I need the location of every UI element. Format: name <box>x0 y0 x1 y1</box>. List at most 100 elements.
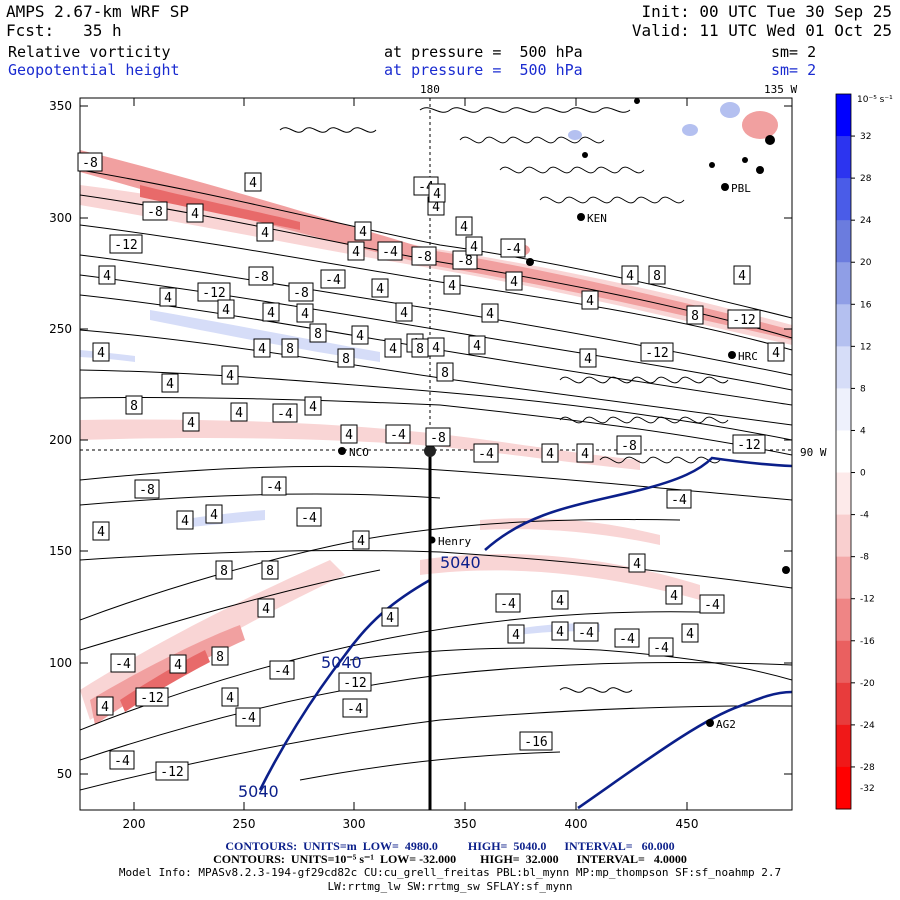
svg-text:-4: -4 <box>115 657 131 672</box>
colorbar-tick-label: 20 <box>860 258 872 268</box>
vorticity-label: 4 <box>244 172 262 192</box>
vorticity-label: 8 <box>411 338 429 358</box>
lon-180-label: 180 <box>420 83 440 96</box>
svg-text:4: 4 <box>166 377 174 392</box>
vorticity-label: -4 <box>377 241 403 261</box>
vorticity-label: -4 <box>272 403 298 423</box>
vorticity-label: 8 <box>648 265 666 285</box>
vorticity-label: 4 <box>505 271 523 291</box>
svg-text:4: 4 <box>546 447 554 462</box>
vorticity-label: 4 <box>182 412 200 432</box>
svg-text:-12: -12 <box>343 676 366 691</box>
colorbar-segment <box>836 472 851 516</box>
svg-text:-8: -8 <box>457 254 473 269</box>
vorticity-label: 4 <box>92 342 110 362</box>
vorticity-label: 4 <box>221 365 239 385</box>
vorticity-label: 8 <box>215 560 233 580</box>
svg-text:4: 4 <box>772 346 780 361</box>
vorticity-label: 4 <box>628 553 646 573</box>
colorbar: 32 28 24 20 16 12 8 4 0 -4 -8 -12 -16 -20 -24 -28 -32 <box>835 93 875 810</box>
vorticity-label: -8 <box>288 282 314 302</box>
colorbar-tick-label: 8 <box>860 384 866 394</box>
svg-text:4: 4 <box>448 279 456 294</box>
vorticity-label: -4 <box>261 476 287 496</box>
vorticity-label: -4 <box>385 424 411 444</box>
vorticity-label: -8 <box>77 152 103 172</box>
svg-text:4: 4 <box>376 282 384 297</box>
colorbar-segment <box>836 556 851 600</box>
vorticity-label: -8 <box>425 427 451 447</box>
vorticity-label: 4 <box>253 338 271 358</box>
svg-text:-4: -4 <box>653 641 669 656</box>
colorbar-segment <box>836 682 851 726</box>
vorticity-label: -4 <box>573 622 599 642</box>
colorbar-segment <box>836 430 851 474</box>
station-henry-label: Henry <box>438 535 471 548</box>
svg-text:-8: -8 <box>147 205 163 220</box>
vorticity-label: -8 <box>411 246 437 266</box>
vorticity-label: -12 <box>640 342 674 362</box>
y-tick-label: 350 <box>49 99 72 113</box>
svg-text:4: 4 <box>352 245 360 260</box>
x-tick-label: 200 <box>123 817 146 831</box>
vorticity-label: -8 <box>134 479 160 499</box>
svg-text:4: 4 <box>103 269 111 284</box>
svg-text:-12: -12 <box>737 438 760 453</box>
svg-text:8: 8 <box>342 352 350 367</box>
vorticity-label: 4 <box>428 183 446 203</box>
vorticity-label: 4 <box>351 325 369 345</box>
colorbar-tick-label: 24 <box>860 216 872 226</box>
svg-text:4: 4 <box>249 176 257 191</box>
svg-text:4: 4 <box>191 207 199 222</box>
svg-text:4: 4 <box>432 200 440 215</box>
svg-text:4: 4 <box>262 602 270 617</box>
colorbar-segment <box>836 262 851 305</box>
svg-text:-12: -12 <box>160 765 183 780</box>
svg-text:4: 4 <box>357 534 365 549</box>
y-tick-label: 150 <box>49 544 72 558</box>
vorticity-label: 8 <box>125 395 143 415</box>
vorticity-label: -8 <box>616 435 642 455</box>
pressure-level-1: at pressure = 500 hPa <box>384 43 583 61</box>
vorticity-label: 4 <box>352 530 370 550</box>
svg-text:4: 4 <box>686 627 694 642</box>
svg-text:-4: -4 <box>704 598 720 613</box>
svg-text:8: 8 <box>314 327 322 342</box>
svg-text:-4: -4 <box>500 597 516 612</box>
svg-text:-4: -4 <box>325 273 341 288</box>
colorbar-tick-label: -16 <box>860 637 875 647</box>
forecast-hour: Fcst: 35 h <box>6 21 122 40</box>
height-label: 5040 <box>238 782 279 801</box>
colorbar-tick-label: 28 <box>860 174 872 184</box>
vorticity-label: 8 <box>211 646 229 666</box>
station-ken-label: KEN <box>587 212 607 225</box>
vorticity-label: -12 <box>109 234 143 254</box>
colorbar-segment <box>836 136 851 179</box>
svg-text:4: 4 <box>359 225 367 240</box>
svg-text:4: 4 <box>261 226 269 241</box>
svg-text:-4: -4 <box>478 447 494 462</box>
svg-text:8: 8 <box>416 342 424 357</box>
y-tick-label: 100 <box>49 656 72 670</box>
svg-text:4: 4 <box>164 291 172 306</box>
svg-text:-8: -8 <box>430 431 446 446</box>
vorticity-label: -4 <box>495 593 521 613</box>
colorbar-tick-label: -12 <box>860 595 875 605</box>
height-contour-info: CONTOURS: UNITS=m LOW= 4980.0 HIGH= 5040… <box>225 839 675 853</box>
vorticity-label: 8 <box>281 338 299 358</box>
vorticity-label: 4 <box>507 624 525 644</box>
station-ken-marker <box>577 213 585 221</box>
svg-text:4: 4 <box>389 342 397 357</box>
y-axis-ticks: 50 100 150 200 250 300 350 <box>49 99 792 781</box>
svg-text:4: 4 <box>309 400 317 415</box>
height-label: 5040 <box>440 553 481 572</box>
svg-text:-4: -4 <box>266 480 282 495</box>
svg-text:-4: -4 <box>114 754 130 769</box>
svg-text:-4: -4 <box>240 711 256 726</box>
station-nco-label: NCO <box>349 446 369 459</box>
colorbar-segment <box>836 94 851 137</box>
svg-text:4: 4 <box>187 416 195 431</box>
colorbar-segment <box>836 598 851 642</box>
vorticity-label: -4 <box>110 653 136 673</box>
vorticity-label: 4 <box>304 396 322 416</box>
